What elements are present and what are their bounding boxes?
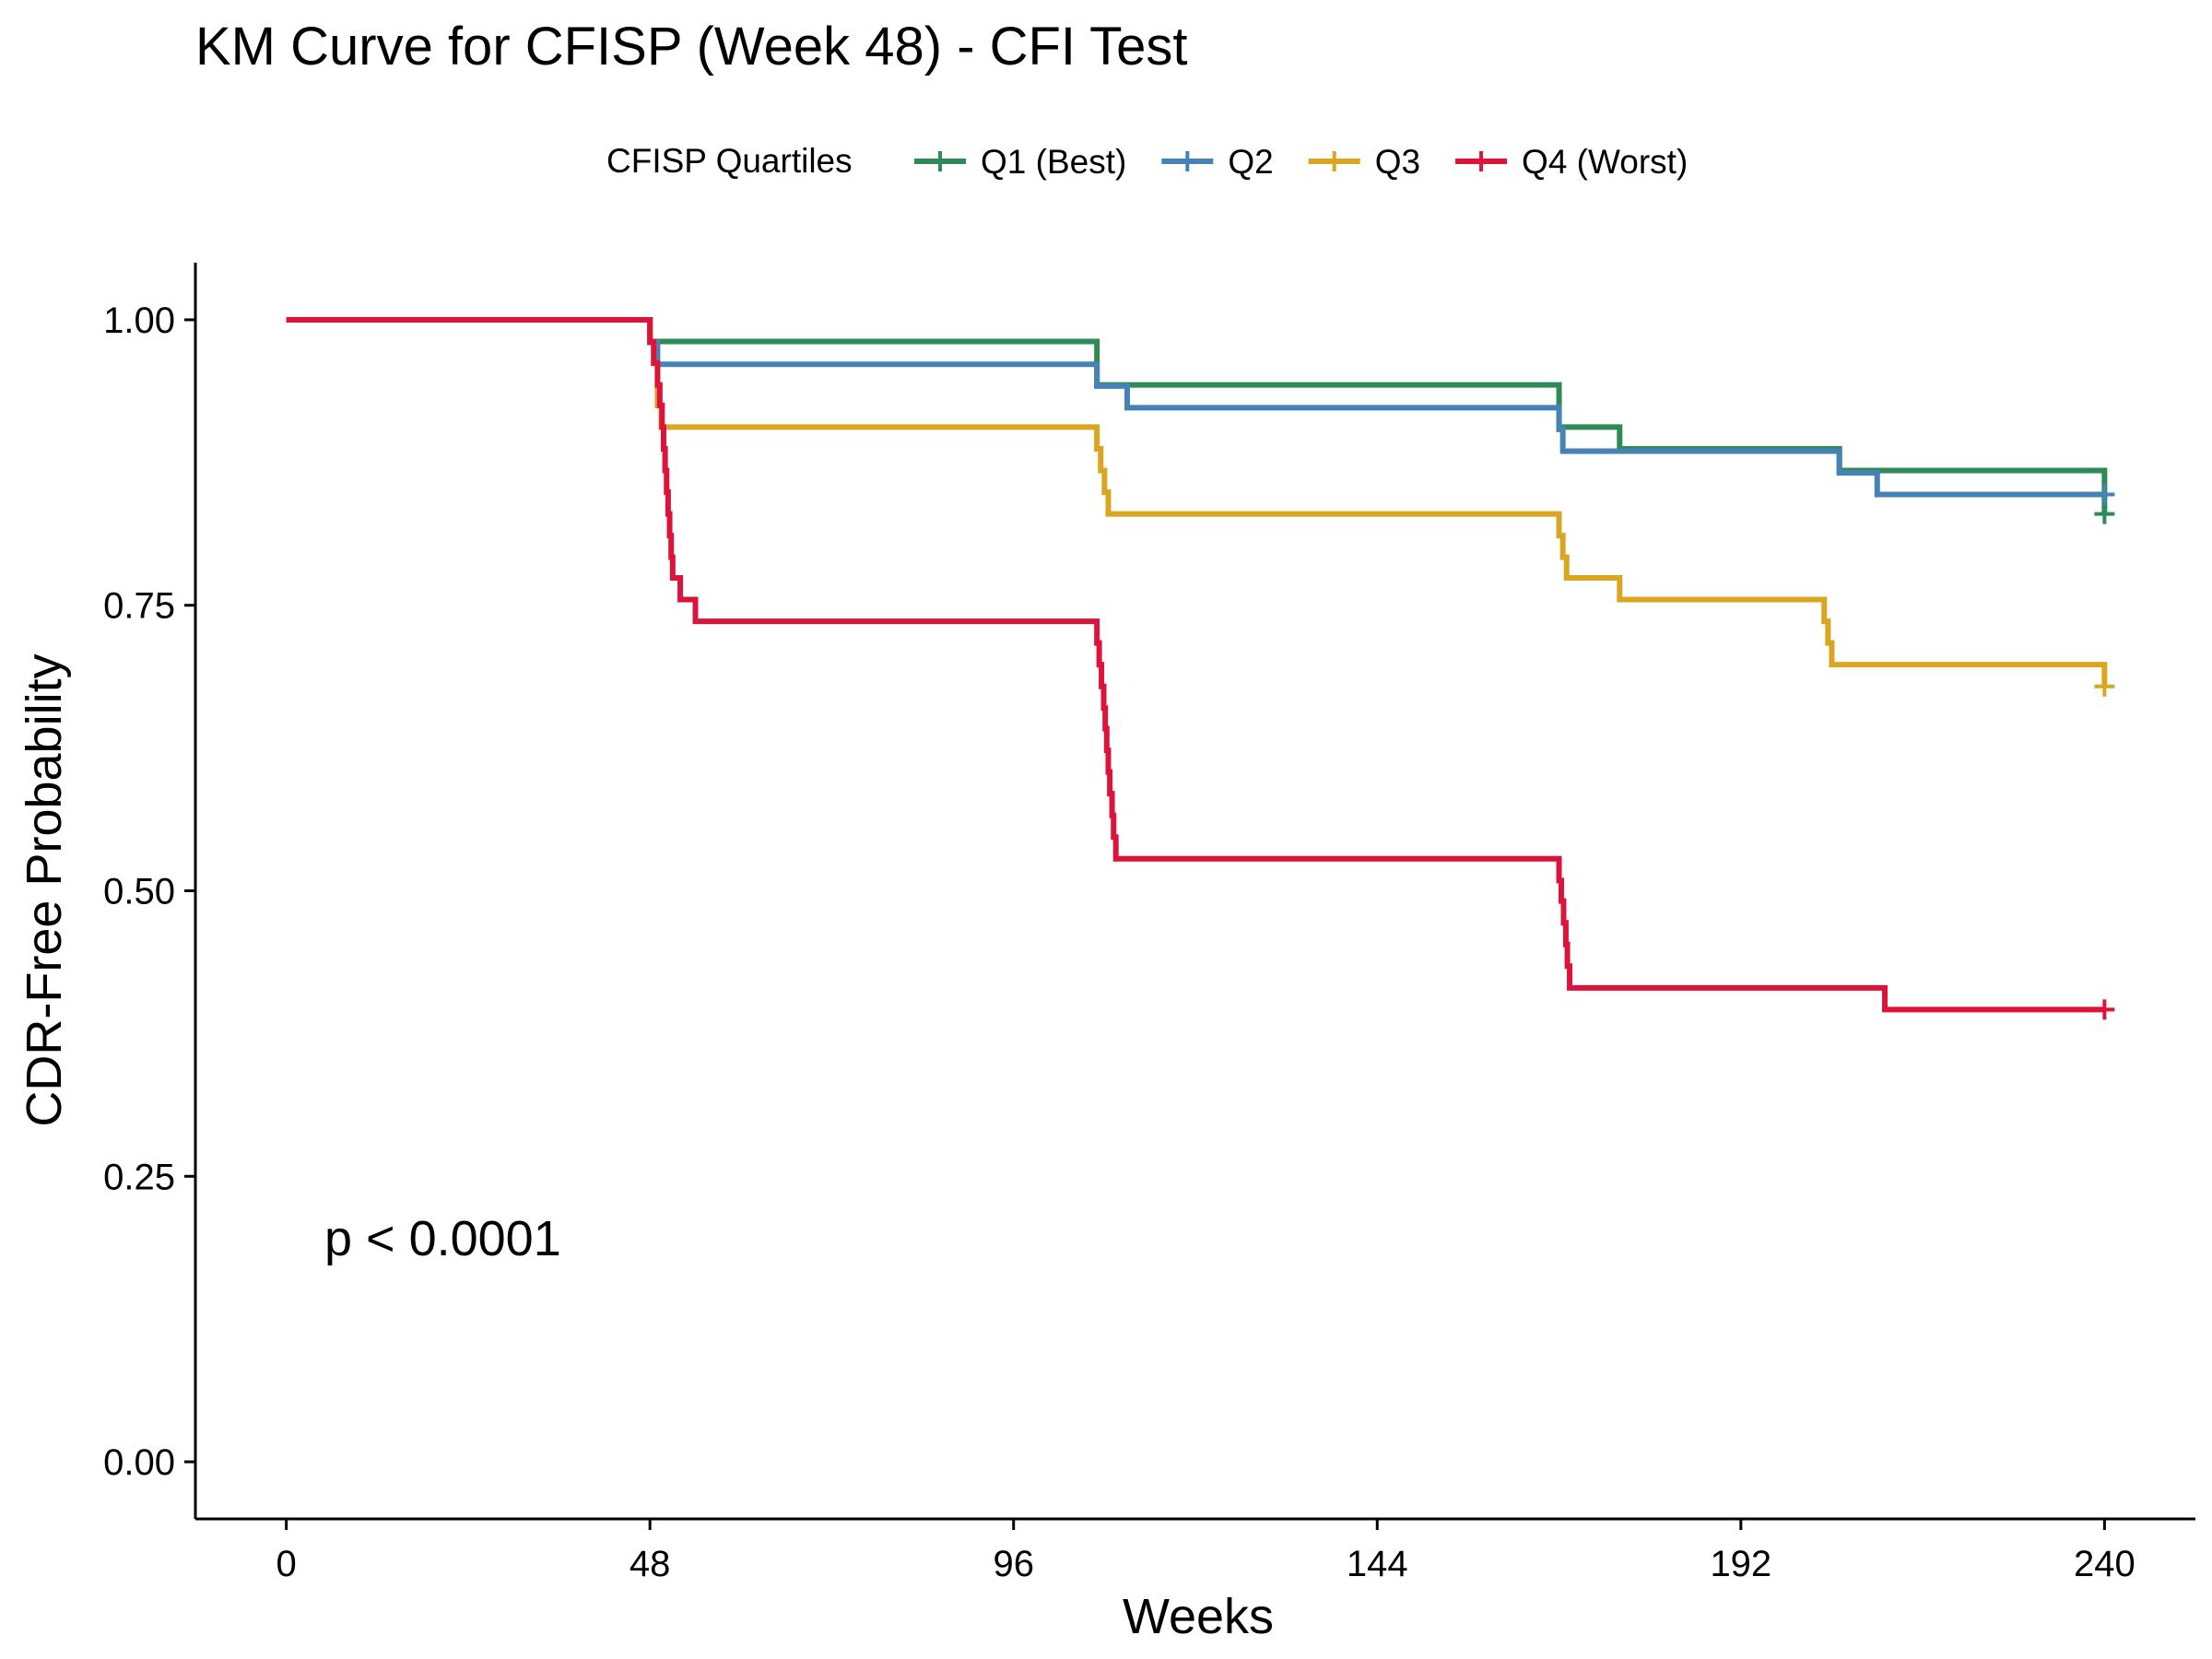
x-tick-label: 0 <box>276 1544 297 1584</box>
legend-item: Q2 <box>1161 143 1274 181</box>
series-layer <box>286 316 2115 1020</box>
legend-label: Q3 <box>1375 143 1420 181</box>
censor-mark <box>2094 503 2115 524</box>
y-axis-label: CDR-Free Probability <box>17 653 72 1126</box>
legend-label: Q4 (Worst) <box>1522 143 1688 181</box>
chart-title: KM Curve for CFISP (Week 48) - CFI Test <box>195 17 1187 76</box>
x-tick-label: 192 <box>1710 1544 1771 1584</box>
legend-item: Q4 (Worst) <box>1455 143 1688 181</box>
legend: CFISP Quartiles Q1 (Best) Q2 Q3 Q4 (Worst) <box>606 142 1688 181</box>
series-line <box>286 316 2108 514</box>
series-line <box>286 316 2105 498</box>
y-tick-label: 0.50 <box>103 872 175 912</box>
y-tick-label: 1.00 <box>103 300 175 341</box>
legend-label: Q1 (Best) <box>981 143 1126 181</box>
y-tick-label: 0.75 <box>103 586 175 627</box>
y-tick-label: 0.25 <box>103 1157 175 1197</box>
legend-item: Q3 <box>1308 143 1420 181</box>
x-tick-label: 96 <box>993 1544 1034 1584</box>
x-tick-label: 48 <box>629 1544 671 1584</box>
p-value-annotation: p < 0.0001 <box>324 1211 561 1266</box>
x-axis-label: Weeks <box>1123 1589 1274 1644</box>
censor-mark <box>2094 484 2115 505</box>
series-line <box>286 316 2105 1013</box>
legend-items: Q1 (Best) Q2 Q3 Q4 (Worst) <box>914 143 1688 181</box>
legend-label: Q2 <box>1228 143 1273 181</box>
x-ticks: 0 48 96 144 192 240 <box>276 1519 2136 1584</box>
plot-area: 0.00 0.25 0.50 0.75 1.00 0 48 96 144 192 240 <box>103 263 2195 1584</box>
y-ticks: 0.00 0.25 0.50 0.75 1.00 <box>103 300 195 1483</box>
x-tick-label: 144 <box>1347 1544 1408 1584</box>
series-line <box>286 316 2108 687</box>
x-tick-label: 240 <box>2074 1544 2136 1584</box>
y-tick-label: 0.00 <box>103 1442 175 1483</box>
legend-title: CFISP Quartiles <box>606 142 853 180</box>
censor-mark <box>2094 999 2115 1020</box>
legend-item: Q1 (Best) <box>914 143 1126 181</box>
censor-mark <box>2094 676 2115 697</box>
